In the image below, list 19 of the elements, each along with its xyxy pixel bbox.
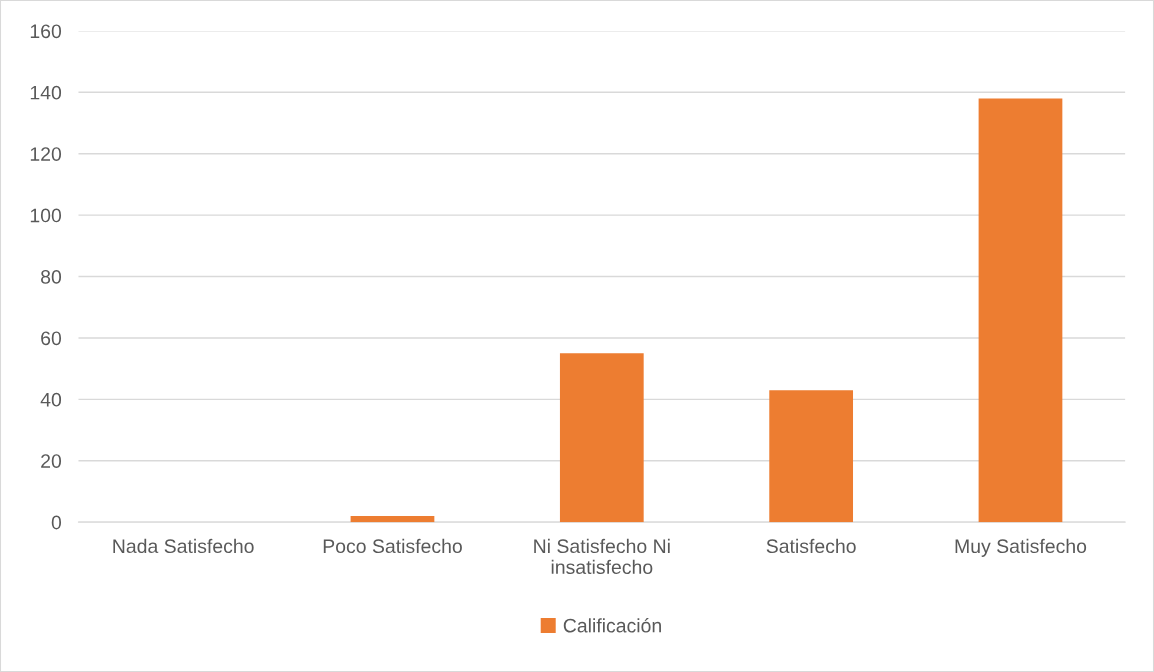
y-tick-label: 0: [51, 515, 62, 530]
y-tick-label: 80: [41, 270, 62, 284]
y-tick-label: 40: [40, 392, 62, 407]
x-tick-label: Nada Satisfecho: [113, 538, 254, 554]
y-tick-label: 140: [30, 85, 62, 100]
bar: [350, 516, 435, 523]
x-tick-label: Muy Satisfecho: [955, 538, 1087, 557]
bar: [769, 390, 854, 523]
y-tick-label: 100: [30, 208, 62, 223]
x-tick-label: Poco Satisfecho: [323, 538, 462, 554]
x-tick-label: Ni Satisfecho Ni insatisfecho: [534, 538, 670, 575]
y-tick-label: 60: [41, 331, 62, 346]
y-tick-label: 120: [30, 147, 62, 161]
x-tick-label: Satisfecho: [766, 538, 856, 554]
y-tick-label: 20: [41, 454, 62, 468]
bar: [559, 353, 644, 523]
legend-label: Calificación: [563, 618, 661, 633]
bar: [978, 98, 1063, 523]
y-tick-label: 160: [30, 24, 62, 39]
